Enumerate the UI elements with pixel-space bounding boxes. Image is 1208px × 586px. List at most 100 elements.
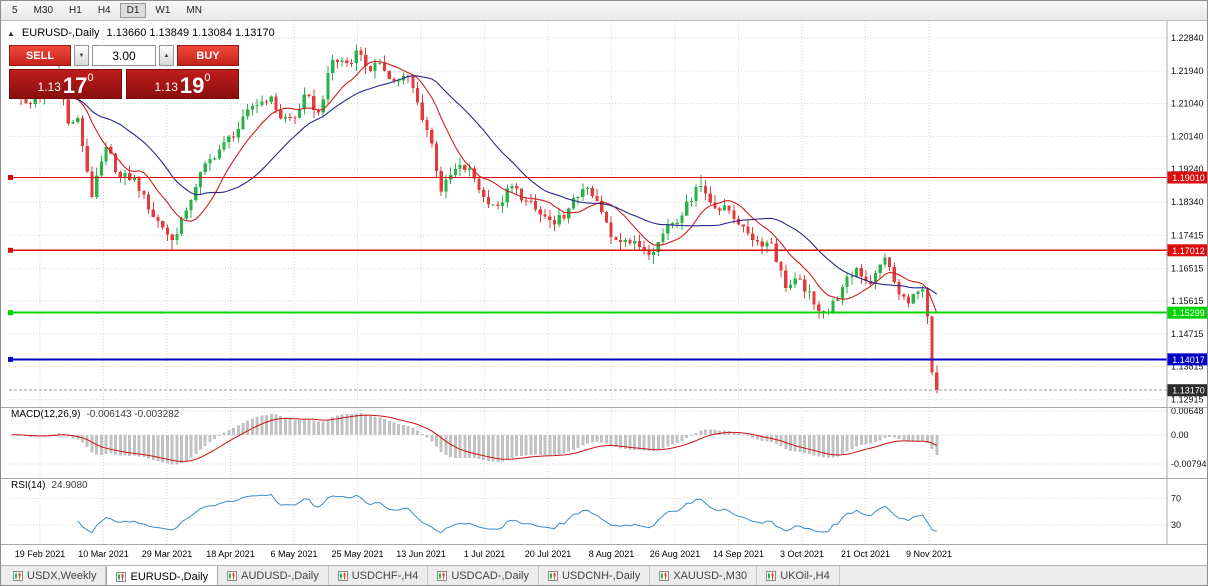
chart-icon [437, 571, 448, 581]
rsi-axis-label: 70 [1171, 494, 1181, 504]
chart-tab-ukoil-h4[interactable]: UKOil-,H4 [757, 566, 840, 585]
macd-histogram-bar [241, 422, 245, 435]
chart-tab-usdcnh-daily[interactable]: USDCNH-,Daily [539, 566, 651, 585]
hline-handle[interactable] [8, 356, 13, 362]
period-button-w1[interactable]: W1 [148, 3, 177, 18]
candle-body [472, 168, 476, 179]
macd-signal-line [11, 414, 938, 463]
chart-tab-usdx-weekly[interactable]: USDX,Weekly [4, 566, 107, 585]
tab-label: USDCHF-,H4 [351, 570, 419, 582]
macd-histogram-bar [217, 434, 221, 436]
chart-icon [116, 572, 127, 582]
period-button-d1[interactable]: D1 [119, 3, 147, 18]
macd-histogram-bar [208, 434, 212, 443]
macd-indicator-label: MACD(12,26,9) -0.006143 -0.003282 [11, 409, 179, 420]
macd-histogram-bar [345, 414, 349, 435]
macd-histogram-bar [925, 434, 929, 444]
candle-body [142, 191, 146, 195]
period-button-h4[interactable]: H4 [91, 3, 118, 18]
macd-histogram-bar [449, 434, 453, 458]
candle-body [614, 236, 618, 240]
macd-histogram-bar [147, 434, 151, 459]
macd-histogram-bar [326, 419, 330, 435]
candle-body [685, 201, 689, 216]
candle-body [902, 294, 906, 297]
candle-body [746, 226, 750, 234]
macd-histogram-bar [864, 434, 868, 445]
sell-button[interactable]: SELL [9, 45, 71, 66]
macd-histogram-bar [548, 434, 552, 455]
candle-body [482, 189, 486, 198]
buy-price-panel[interactable]: 1.13 19 0 [126, 69, 239, 99]
macd-histogram-bar [699, 430, 703, 435]
candle-body [703, 185, 708, 194]
buy-button[interactable]: BUY [177, 45, 239, 66]
sell-price-panel[interactable]: 1.13 17 0 [9, 69, 122, 99]
candle-body [675, 222, 679, 224]
candle-body [916, 291, 920, 295]
candle-body [439, 171, 443, 192]
macd-histogram-bar [869, 434, 873, 444]
candle-body [331, 60, 335, 73]
candle-body [222, 141, 226, 150]
candle-body [618, 239, 623, 243]
candle-body [633, 240, 637, 244]
candle-body [491, 204, 495, 206]
macd-histogram-bar [312, 420, 316, 435]
period-button-mn[interactable]: MN [179, 3, 209, 18]
candle-body [581, 188, 585, 198]
macd-histogram-bar [718, 430, 722, 435]
macd-histogram-bar [510, 434, 514, 459]
candle-body [298, 108, 302, 119]
price-chart[interactable]: 1.22840 1.21940 1.21040 1.20140 1.19240 1.183… [1, 21, 1208, 545]
macd-histogram-bar [562, 434, 566, 454]
candle-body [600, 201, 604, 213]
macd-histogram-bar [751, 434, 755, 438]
chart-tab-usdchf-h4[interactable]: USDCHF-,H4 [329, 566, 429, 585]
one-click-collapse-toggle[interactable]: ▲ [7, 28, 15, 38]
macd-histogram-bar [656, 434, 660, 451]
macd-histogram-bar [90, 434, 94, 453]
macd-histogram-bar [789, 434, 792, 451]
macd-values: -0.006143 -0.003282 [86, 409, 180, 420]
chart-tab-xauusd-m30[interactable]: XAUUSD-,M30 [650, 566, 758, 585]
macd-histogram-bar [581, 434, 585, 446]
hline-handle[interactable] [8, 247, 13, 253]
volume-decrease-button[interactable]: ▼ [74, 45, 89, 66]
candle-body [524, 200, 528, 202]
candle-body [128, 173, 132, 180]
moving-average-line [11, 60, 938, 314]
hline-handle[interactable] [8, 175, 13, 181]
period-button-5[interactable]: 5 [5, 3, 25, 18]
candle-body [467, 168, 472, 170]
macd-histogram-bar [180, 434, 184, 463]
macd-histogram-bar [713, 429, 717, 435]
candle-body [892, 266, 896, 282]
macd-histogram-bar [840, 434, 844, 455]
period-button-h1[interactable]: H1 [62, 3, 89, 18]
chart-tab-eurusd-daily[interactable]: EURUSD-,Daily [106, 566, 219, 585]
date-axis-label: 21 Oct 2021 [840, 549, 891, 559]
candle-body [779, 261, 783, 271]
chart-tab-usdcad-daily[interactable]: USDCAD-,Daily [428, 566, 539, 585]
volume-input[interactable] [92, 45, 156, 66]
macd-histogram-bar [151, 434, 155, 460]
macd-histogram-bar [600, 434, 604, 443]
price-tag-label: 1.13170 [1172, 386, 1205, 396]
candle-body [283, 117, 288, 119]
candle-body [104, 146, 108, 162]
candle-body [840, 287, 845, 300]
chart-tab-audusd-daily[interactable]: AUDUSD-,Daily [218, 566, 329, 585]
macd-histogram-bar [274, 414, 278, 435]
macd-histogram-bar [321, 421, 325, 435]
candle-body [411, 76, 415, 88]
hline-handle[interactable] [8, 310, 13, 316]
date-axis-label: 1 Jul 2021 [463, 549, 506, 559]
buy-price-integer: 1.13 [154, 80, 178, 94]
rsi-line [77, 493, 937, 534]
candle-body [307, 94, 311, 96]
volume-increase-button[interactable]: ▲ [159, 45, 174, 66]
period-button-m30[interactable]: M30 [27, 3, 60, 18]
macd-axis-label: -0.00794 [1171, 459, 1207, 469]
macd-histogram-bar [57, 432, 61, 435]
